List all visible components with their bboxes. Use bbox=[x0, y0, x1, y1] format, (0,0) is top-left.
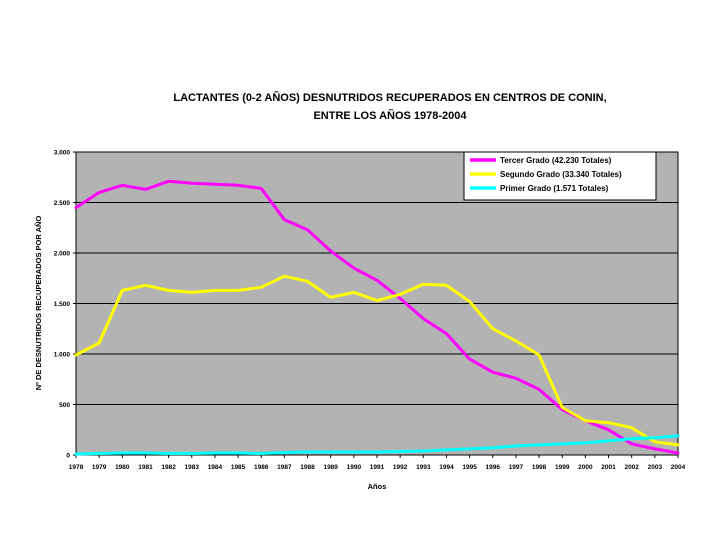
y-axis-label: Nº DE DESNUTRIDOS RECUPERADOS POR AÑO bbox=[34, 216, 43, 391]
x-tick-label: 1995 bbox=[462, 464, 477, 471]
series-line-2 bbox=[74, 274, 680, 447]
x-tick-label: 1993 bbox=[416, 464, 431, 471]
x-axis-label: Años bbox=[368, 482, 387, 491]
x-tick-label: 1982 bbox=[161, 464, 176, 471]
x-tick-label: 1984 bbox=[208, 464, 223, 471]
y-tick-label: 2.000 bbox=[54, 251, 71, 258]
x-tick-label: 1986 bbox=[254, 464, 269, 471]
x-tick-label: 2001 bbox=[601, 464, 616, 471]
x-tick-label: 1998 bbox=[532, 464, 547, 471]
chart-title-line-2: ENTRE LOS AÑOS 1978-2004 bbox=[313, 109, 467, 122]
x-tick-label: 1985 bbox=[231, 464, 246, 471]
y-tick-label: 1.500 bbox=[54, 301, 71, 308]
x-tick-label: 2003 bbox=[648, 464, 663, 471]
y-tick-label: 3.000 bbox=[54, 150, 71, 157]
x-tick-label: 1999 bbox=[555, 464, 570, 471]
x-tick-label: 1988 bbox=[300, 464, 315, 471]
x-tick-label: 1978 bbox=[69, 464, 84, 471]
x-tick-label: 1997 bbox=[509, 464, 524, 471]
gridlines bbox=[76, 202, 678, 405]
y-tick-label: 2.500 bbox=[54, 200, 71, 207]
chart-title-line-1: LACTANTES (0-2 AÑOS) DESNUTRIDOS RECUPER… bbox=[173, 91, 606, 104]
series-line-3 bbox=[74, 434, 680, 456]
y-tick-label: 0 bbox=[66, 453, 70, 460]
y-tick-label: 1.000 bbox=[54, 352, 71, 359]
legend-label-2: Segundo Grado (33.340 Totales) bbox=[500, 170, 622, 179]
legend-label-1: Tercer Grado (42.230 Totales) bbox=[500, 156, 612, 165]
x-tick-label: 1983 bbox=[185, 464, 200, 471]
x-tick-label: 1992 bbox=[393, 464, 408, 471]
x-tick-label: 1981 bbox=[138, 464, 153, 471]
x-tick-label: 1994 bbox=[439, 464, 454, 471]
x-tick-label: 2004 bbox=[671, 464, 686, 471]
x-axis-ticks: 1978 1979 1980 1981 1982 1983 1984 1985 1986 1987… bbox=[69, 455, 686, 471]
series-lines bbox=[74, 179, 680, 456]
legend: Tercer Grado (42.230 Totales) Segundo Gra… bbox=[463, 151, 657, 201]
x-tick-label: 1990 bbox=[347, 464, 362, 471]
x-tick-label: 2002 bbox=[624, 464, 639, 471]
x-tick-label: 1996 bbox=[486, 464, 501, 471]
x-tick-label: 1980 bbox=[115, 464, 130, 471]
x-tick-label: 2000 bbox=[578, 464, 593, 471]
x-tick-label: 1989 bbox=[323, 464, 338, 471]
x-tick-label: 1979 bbox=[92, 464, 107, 471]
legend-label-3: Primer Grado (1.571 Totales) bbox=[500, 184, 609, 193]
y-axis-ticks: 0 500 1.000 1.500 2.000 2.500 3.000 bbox=[54, 150, 76, 460]
x-tick-label: 1991 bbox=[370, 464, 385, 471]
y-tick-label: 500 bbox=[59, 402, 70, 409]
x-tick-label: 1987 bbox=[277, 464, 292, 471]
